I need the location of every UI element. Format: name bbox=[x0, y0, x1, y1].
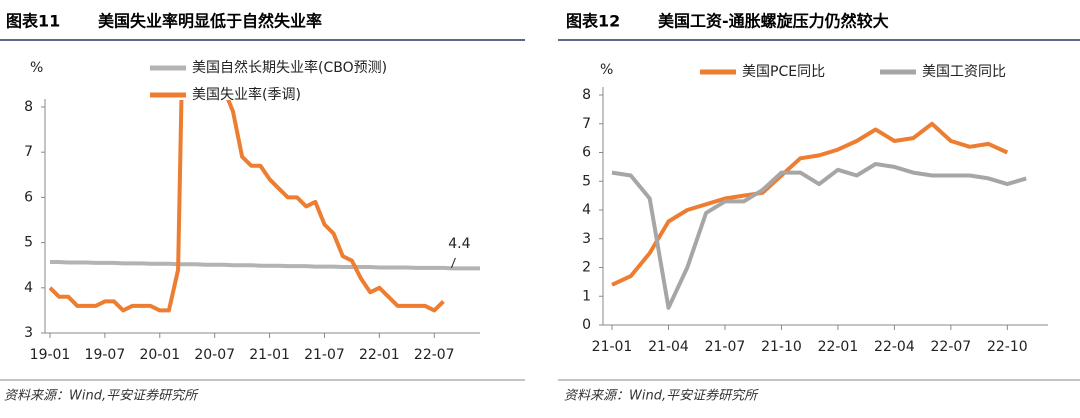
series-line bbox=[611, 121, 1009, 287]
x-tick-label: 22-04 bbox=[874, 339, 915, 355]
y-tick-label: 8 bbox=[24, 99, 33, 115]
legend-label: 美国工资同比 bbox=[922, 64, 1006, 80]
x-tick-label: 21-01 bbox=[249, 347, 290, 363]
legend-label: 美国PCE同比 bbox=[742, 64, 825, 80]
y-tick-label: 6 bbox=[582, 145, 591, 161]
y-tick-label: 0 bbox=[582, 317, 591, 333]
x-tick-label: 22-01 bbox=[359, 347, 400, 363]
annotation-pointer bbox=[450, 257, 456, 269]
x-tick-label: 22-07 bbox=[414, 347, 455, 363]
x-tick-label: 22-07 bbox=[931, 339, 972, 355]
x-tick-label: 21-07 bbox=[304, 347, 345, 363]
x-tick-label: 22-01 bbox=[818, 339, 859, 355]
source: 资料来源：Wind,平安证券研究所 bbox=[564, 388, 759, 404]
x-tick-label: 21-04 bbox=[648, 339, 689, 355]
y-tick-label: 5 bbox=[24, 235, 33, 251]
series-line bbox=[50, 260, 480, 271]
y-unit: % bbox=[30, 60, 43, 76]
series-line bbox=[611, 162, 1027, 310]
y-unit: % bbox=[600, 62, 613, 78]
y-tick-label: 5 bbox=[582, 173, 591, 189]
annotation: 4.4 bbox=[448, 236, 470, 252]
legend-label: 美国自然长期失业率(CBO预测) bbox=[192, 59, 387, 76]
y-tick-label: 4 bbox=[582, 202, 591, 218]
x-tick-label: 19-01 bbox=[30, 347, 71, 363]
source: 资料来源：Wind,平安证券研究所 bbox=[4, 388, 199, 404]
y-tick-label: 4 bbox=[24, 280, 33, 296]
y-tick-label: 2 bbox=[582, 260, 591, 276]
y-tick-label: 3 bbox=[24, 325, 33, 341]
series-line bbox=[48, 100, 445, 313]
x-tick-label: 21-01 bbox=[592, 339, 633, 355]
y-tick-label: 6 bbox=[24, 189, 33, 205]
figure-label: 图表12 bbox=[566, 12, 620, 31]
legend-label: 美国失业率(季调) bbox=[192, 86, 301, 103]
chart-title: 美国失业率明显低于自然失业率 bbox=[98, 12, 322, 31]
x-tick-label: 21-07 bbox=[705, 339, 746, 355]
x-tick-label: 19-07 bbox=[85, 347, 126, 363]
chart-title: 美国工资-通胀螺旋压力仍然较大 bbox=[658, 12, 889, 31]
y-tick-label: 7 bbox=[582, 116, 591, 132]
y-tick-label: 8 bbox=[582, 87, 591, 103]
x-tick-label: 21-10 bbox=[761, 339, 802, 355]
plot-area bbox=[611, 121, 1027, 310]
figure-label: 图表11 bbox=[6, 12, 60, 31]
y-tick-label: 7 bbox=[24, 144, 33, 160]
x-tick-label: 20-01 bbox=[139, 347, 180, 363]
y-tick-label: 1 bbox=[582, 288, 591, 304]
x-tick-label: 22-10 bbox=[987, 339, 1028, 355]
y-tick-label: 3 bbox=[582, 231, 591, 247]
x-tick-label: 20-07 bbox=[194, 347, 235, 363]
plot-area bbox=[48, 100, 480, 313]
